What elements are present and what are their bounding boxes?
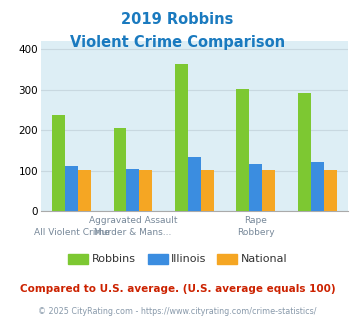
Text: Rape: Rape [244,216,267,225]
Bar [311,162,324,211]
Bar [262,170,275,211]
Text: 2019 Robbins: 2019 Robbins [121,12,234,26]
Text: Illinois: Illinois [171,254,207,264]
Bar [298,93,311,211]
Bar [52,115,65,211]
Bar [114,128,126,211]
Bar [65,166,78,211]
Text: Violent Crime Comparison: Violent Crime Comparison [70,35,285,50]
Bar [78,170,91,211]
Text: National: National [241,254,287,264]
Bar [175,63,188,211]
Bar [188,157,201,211]
Bar [126,169,140,211]
Text: Murder & Mans...: Murder & Mans... [94,228,171,237]
Bar [236,88,249,211]
Text: Aggravated Assault: Aggravated Assault [89,216,177,225]
Text: Compared to U.S. average. (U.S. average equals 100): Compared to U.S. average. (U.S. average … [20,284,335,294]
Bar [249,164,262,211]
Text: © 2025 CityRating.com - https://www.cityrating.com/crime-statistics/: © 2025 CityRating.com - https://www.city… [38,307,317,316]
Bar [140,170,152,211]
Text: Robbins: Robbins [92,254,135,264]
Bar [324,170,337,211]
Bar [201,170,214,211]
Text: All Violent Crime: All Violent Crime [34,228,109,237]
Text: Robbery: Robbery [237,228,274,237]
